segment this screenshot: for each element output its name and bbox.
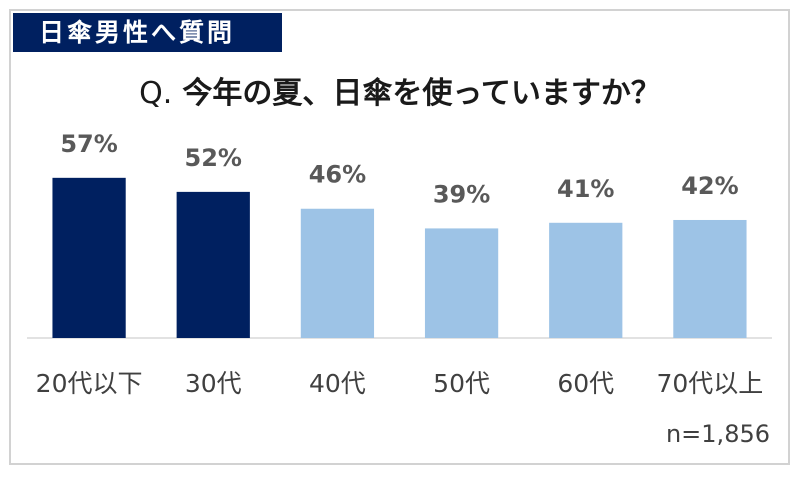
category-label-6: 70代以上	[657, 369, 764, 398]
chart-title: Q. 今年の夏、日傘を使っていますか？	[0, 74, 800, 114]
bar-4	[424, 228, 499, 338]
bar-5	[549, 222, 623, 338]
data-label-6: 42%	[681, 172, 738, 200]
data-label-4: 39%	[433, 180, 490, 208]
category-label-4: 50代	[433, 369, 490, 398]
bar-1	[52, 177, 126, 338]
data-label-2: 52%	[185, 144, 242, 172]
title-text: 今年の夏、日傘を使っていますか？	[182, 76, 661, 111]
data-label-3: 46%	[309, 161, 366, 189]
sample-size: n=1,856	[665, 420, 770, 448]
category-label-3: 40代	[309, 369, 366, 398]
title-prefix: Q.	[139, 76, 173, 111]
category-label-5: 60代	[557, 369, 614, 398]
category-label-1: 20代以下	[36, 369, 143, 398]
data-label-5: 41%	[557, 175, 614, 203]
category-label-2: 30代	[185, 369, 242, 398]
bar-2	[176, 191, 250, 338]
bar-6	[673, 219, 747, 338]
bar-3	[300, 208, 375, 338]
survey-badge: 日傘男性へ質問	[13, 13, 282, 52]
chart-frame	[9, 9, 790, 465]
data-label-1: 57%	[60, 130, 117, 158]
